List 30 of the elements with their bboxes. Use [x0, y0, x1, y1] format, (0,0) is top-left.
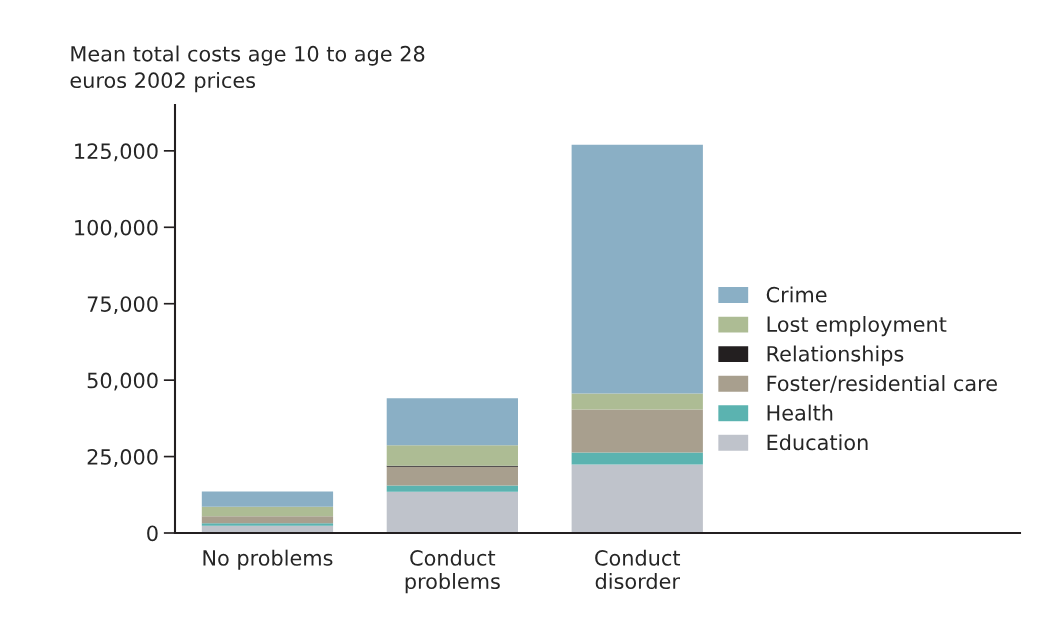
y-tick-label: 50,000 [87, 372, 158, 391]
y-tick-label: 100,000 [75, 219, 158, 238]
bar [571, 144, 703, 394]
bar [386, 445, 518, 466]
y-tick-label: 0 [147, 525, 158, 542]
legend-label: Health [767, 404, 833, 421]
bar [386, 491, 518, 533]
bar [571, 464, 703, 533]
bar [201, 491, 334, 507]
bar [386, 398, 518, 446]
y-tick-label: 75,000 [87, 296, 158, 315]
y-tick-label: 125,000 [75, 143, 158, 162]
y-tick-label: 25,000 [87, 449, 158, 467]
bar [571, 452, 703, 465]
bar [201, 506, 334, 517]
legend-label: Education [767, 434, 868, 451]
legend-label: Crime [766, 286, 827, 303]
bar [571, 393, 703, 410]
x-tick-label: Conduct problems [405, 549, 500, 594]
bar [571, 409, 703, 453]
x-tick-label: No problems [203, 549, 333, 570]
bar [201, 516, 334, 524]
y-axis-title: Mean total costs age 10 to age 28 euros 2002 prices [70, 45, 425, 93]
legend-label: Relationships [767, 345, 904, 366]
bar [386, 466, 518, 486]
legend-label: Foster/residential care [767, 375, 997, 393]
bar [386, 485, 518, 492]
x-tick-label: Conduct disorder [595, 549, 681, 590]
legend-label: Lost employment [767, 315, 947, 337]
bar [201, 523, 334, 526]
